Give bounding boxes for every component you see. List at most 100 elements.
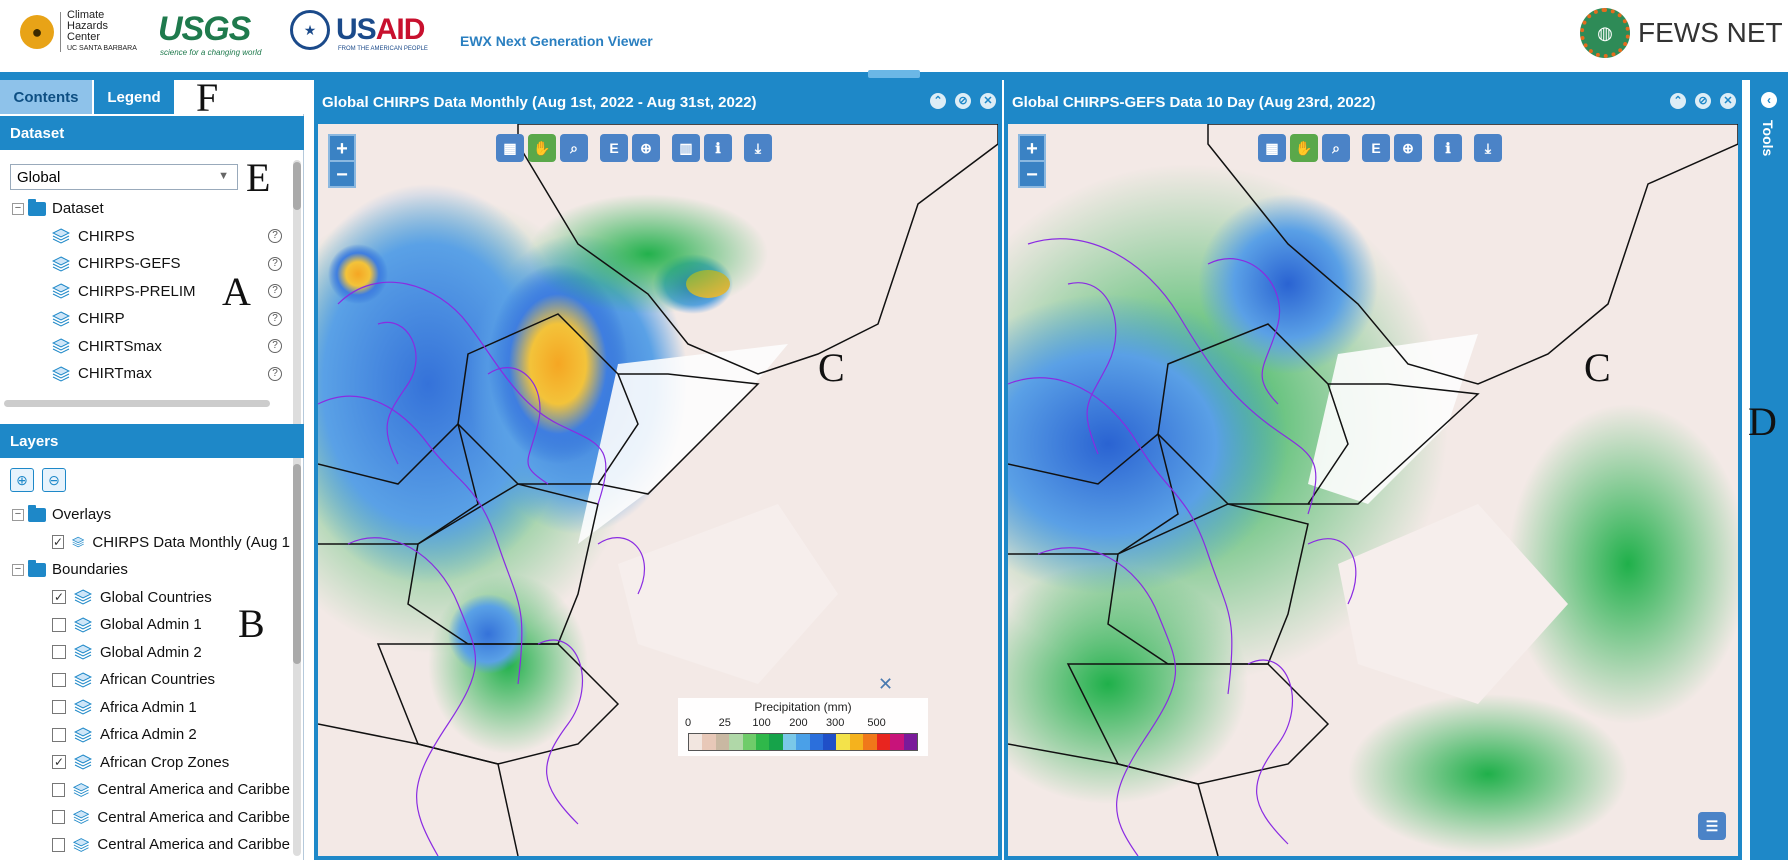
boundary-item[interactable]: Central America and Caribbe — [0, 804, 290, 832]
checkbox-checked[interactable]: ✓ — [52, 535, 65, 550]
help-icon[interactable]: ? — [268, 311, 282, 326]
close-icon[interactable]: ✕ — [1720, 93, 1736, 109]
help-icon[interactable]: ? — [268, 339, 282, 354]
scrollbar-thumb[interactable] — [293, 464, 301, 664]
dataset-item[interactable]: CHIRPS-PRELIM ? — [0, 278, 290, 306]
checkbox-checked[interactable]: ✓ — [52, 590, 66, 605]
layers-icon — [74, 727, 92, 743]
close-icon[interactable]: ✕ — [980, 93, 996, 109]
tree-folder-dataset[interactable]: − Dataset — [0, 195, 290, 223]
dataset-h-scrollbar[interactable] — [4, 400, 270, 407]
dataset-item[interactable]: CHIRTSmax ? — [0, 333, 290, 361]
collapse-icon[interactable]: − — [12, 508, 24, 521]
overlay-item[interactable]: ✓ CHIRPS Data Monthly (Aug 1 — [0, 529, 290, 557]
expand-tools-icon[interactable]: ‹ — [1761, 92, 1777, 108]
chart-icon[interactable]: ▥ — [672, 134, 700, 162]
legend-tick: 300 — [826, 717, 845, 729]
boundary-item[interactable]: Central America and Caribbe — [0, 776, 290, 804]
close-legend-icon[interactable]: ✕ — [878, 674, 894, 694]
zoom-box-icon[interactable]: ⌕ — [560, 134, 588, 162]
tree-folder-boundaries[interactable]: − Boundaries — [0, 556, 290, 584]
boundary-item[interactable]: ✓ Global Countries — [0, 584, 290, 612]
extent-icon[interactable]: E — [600, 134, 628, 162]
checkbox[interactable] — [52, 727, 66, 742]
legend-tick: 0 — [684, 717, 692, 729]
dataset-item[interactable]: CHIRTmax ? — [0, 360, 290, 388]
dataset-region-select[interactable]: Global ▼ — [10, 164, 238, 190]
zoom-out-button[interactable]: − — [328, 160, 356, 188]
scrollbar-thumb[interactable] — [293, 162, 301, 210]
checkbox[interactable] — [52, 672, 66, 687]
boundary-item[interactable]: Central America and Caribbe — [0, 831, 290, 856]
boundary-item[interactable]: ✓ African Crop Zones — [0, 749, 290, 777]
pan-hand-icon[interactable]: ✋ — [1290, 134, 1318, 162]
dataset-item[interactable]: CHIRPS ? — [0, 223, 290, 251]
boundary-item[interactable]: Africa Admin 2 — [0, 721, 290, 749]
map-canvas[interactable]: + − ▦ ✋ ⌕ E ⊕ ℹ ⤓ C ☰ — [1008, 124, 1738, 856]
dataset-item[interactable]: CHIRPS-GEFS ? — [0, 250, 290, 278]
boundary-item[interactable]: Global Admin 2 — [0, 639, 290, 667]
info-icon[interactable]: ℹ — [1434, 134, 1462, 162]
add-layer-button[interactable]: ⊕ — [10, 468, 34, 492]
help-icon[interactable]: ? — [268, 229, 282, 244]
checkbox[interactable] — [52, 782, 65, 797]
collapse-icon[interactable]: − — [12, 563, 24, 576]
calendar-icon[interactable]: ▦ — [1258, 134, 1286, 162]
legend-swatch — [742, 734, 757, 750]
boundary-item[interactable]: African Countries — [0, 666, 290, 694]
boundary-item[interactable]: Africa Admin 1 — [0, 694, 290, 722]
layers-icon — [52, 311, 70, 327]
download-icon[interactable]: ⤓ — [744, 134, 772, 162]
overlay-item-label: CHIRPS Data Monthly (Aug 1 — [92, 533, 290, 551]
legend-toggle-icon[interactable]: ☰ — [1698, 812, 1726, 840]
help-icon[interactable]: ? — [268, 366, 282, 381]
zoom-in-button[interactable]: + — [1018, 134, 1046, 162]
layers-scrollbar[interactable] — [293, 460, 301, 856]
usaid-logo[interactable]: ★ USAID FROM THE AMERICAN PEOPLE — [290, 10, 428, 52]
precipitation-map[interactable] — [1008, 124, 1738, 856]
zoom-in-icon[interactable]: ⊕ — [632, 134, 660, 162]
extent-icon[interactable]: E — [1362, 134, 1390, 162]
pan-hand-icon[interactable]: ✋ — [528, 134, 556, 162]
layers-icon — [52, 256, 70, 272]
boundary-item[interactable]: Global Admin 1 — [0, 611, 290, 639]
tab-contents[interactable]: Contents — [0, 80, 92, 114]
precipitation-map[interactable] — [318, 124, 998, 856]
collapse-icon[interactable]: ⌃ — [930, 93, 946, 109]
download-icon[interactable]: ⤓ — [1474, 134, 1502, 162]
chc-logo[interactable]: ● Climate Hazards Center UC SANTA BARBAR… — [20, 10, 137, 54]
dataset-item[interactable]: CHIRP ? — [0, 305, 290, 333]
checkbox[interactable] — [52, 617, 66, 632]
info-icon[interactable]: ℹ — [704, 134, 732, 162]
help-icon[interactable]: ? — [268, 284, 282, 299]
checkbox[interactable] — [52, 810, 65, 825]
tree-folder-overlays[interactable]: − Overlays — [0, 501, 290, 529]
collapse-icon[interactable]: − — [12, 202, 24, 215]
remove-layer-button[interactable]: ⊖ — [42, 468, 66, 492]
minimize-icon[interactable]: ⊘ — [955, 93, 971, 109]
tools-panel[interactable]: ‹ Tools — [1750, 80, 1788, 860]
zoom-in-icon[interactable]: ⊕ — [1394, 134, 1422, 162]
map-canvas[interactable]: + − ▦ ✋ ⌕ E ⊕ ▥ ℹ ⤓ C ✕ Precipitation (m… — [318, 124, 998, 856]
checkbox-checked[interactable]: ✓ — [52, 755, 66, 770]
dataset-tree: − Dataset CHIRPS ? CHIRPS-GEFS ? CHIRPS-… — [0, 195, 290, 470]
collapse-header-handle[interactable] — [868, 70, 920, 78]
minimize-icon[interactable]: ⊘ — [1695, 93, 1711, 109]
usgs-logo[interactable]: USGS science for a changing world — [158, 10, 261, 57]
tab-legend[interactable]: Legend — [94, 80, 174, 114]
calendar-icon[interactable]: ▦ — [496, 134, 524, 162]
zoom-out-button[interactable]: − — [1018, 160, 1046, 188]
checkbox[interactable] — [52, 645, 66, 660]
dataset-item-label: CHIRP — [78, 310, 125, 328]
collapse-icon[interactable]: ⌃ — [1670, 93, 1686, 109]
chc-logo-text: Climate Hazards Center UC SANTA BARBARA — [67, 10, 137, 54]
dataset-scrollbar[interactable] — [293, 160, 301, 470]
help-icon[interactable]: ? — [268, 256, 282, 271]
checkbox[interactable] — [52, 837, 65, 852]
annotation-f: F — [196, 75, 219, 120]
layers-icon — [52, 366, 70, 382]
zoom-in-button[interactable]: + — [328, 134, 356, 162]
fews-net-logo[interactable]: ◍ FEWS NET — [1580, 8, 1783, 58]
zoom-box-icon[interactable]: ⌕ — [1322, 134, 1350, 162]
checkbox[interactable] — [52, 700, 66, 715]
